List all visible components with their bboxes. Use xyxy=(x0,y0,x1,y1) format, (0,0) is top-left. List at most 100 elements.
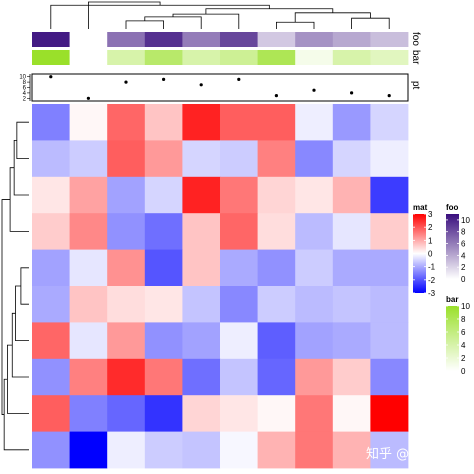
pt-point-1 xyxy=(49,75,53,79)
heatmap-cell-r2-c2 xyxy=(69,140,108,178)
heatmap-cell-r10-c7 xyxy=(257,431,296,469)
bar-cell-7 xyxy=(257,50,296,65)
annotation-pt xyxy=(31,73,409,102)
heatmap-cell-r8-c3 xyxy=(107,358,146,396)
heatmap-cell-r2-c5 xyxy=(182,140,221,178)
column-dendrogram-branch-9 xyxy=(88,1,161,29)
legend-colorbar-mat xyxy=(413,214,426,293)
pt-point-6 xyxy=(237,77,241,81)
heatmap-cell-r10-c3 xyxy=(107,431,146,469)
column-dendrogram-branch-6 xyxy=(294,12,371,23)
heatmap-cell-r5-c9 xyxy=(332,249,371,287)
legend-foo-label-8: 8 xyxy=(461,228,466,237)
row-dendrogram-branch-6 xyxy=(11,312,29,378)
foo-cell-3 xyxy=(107,32,146,47)
legend-title-mat: mat xyxy=(413,203,428,212)
row-dendrogram-branch-9 xyxy=(1,199,11,415)
annotation-label-pt: pt xyxy=(410,81,421,90)
heatmap-cell-r1-c6 xyxy=(220,104,258,141)
legend-mat-label--2: -2 xyxy=(428,276,436,285)
legend-bar-label-4: 4 xyxy=(461,341,466,350)
pt-point-5 xyxy=(199,83,203,87)
bar-cell-2 xyxy=(69,50,108,65)
heatmap-cell-r7-c9 xyxy=(332,322,371,360)
legend-foo: foo 10 8 6 4 2 0 xyxy=(446,203,470,284)
bar-cell-1 xyxy=(32,50,70,65)
heatmap-cell-r8-c8 xyxy=(295,358,334,396)
heatmap-cell-r9-c9 xyxy=(332,395,371,432)
heatmap-cell-r2-c10 xyxy=(370,140,409,178)
heatmap-cell-r6-c4 xyxy=(144,286,183,323)
legend-colorbar-bar xyxy=(446,306,459,371)
heatmap-cell-r7-c4 xyxy=(144,322,183,360)
heatmap-cell-r7-c1 xyxy=(32,322,70,360)
heatmap-cell-r2-c9 xyxy=(332,140,371,178)
annotation-label-bar: bar xyxy=(410,50,421,65)
heatmap-cell-r4-c2 xyxy=(69,213,108,250)
heatmap-cell-r6-c2 xyxy=(69,286,108,323)
heatmap-cell-r5-c1 xyxy=(32,249,70,287)
row-dendrogram-branch-4 xyxy=(20,267,29,305)
legend-bar-label-8: 8 xyxy=(461,315,466,324)
heatmap-cell-r10-c4 xyxy=(144,431,183,469)
heatmap-cell-r10-c2 xyxy=(69,431,108,469)
legend-bar-label-10: 10 xyxy=(461,302,470,311)
heatmap-cell-r8-c6 xyxy=(220,358,258,396)
legend-title-foo: foo xyxy=(446,203,459,212)
bar-cell-8 xyxy=(295,50,334,65)
heatmap-cell-r7-c10 xyxy=(370,322,409,360)
heatmap-cell-r10-c5 xyxy=(182,431,221,469)
heatmap-cell-r2-c6 xyxy=(220,140,258,178)
heatmap-cell-r2-c7 xyxy=(257,140,296,178)
heatmap-cell-r4-c3 xyxy=(107,213,146,250)
legend-bar-label-6: 6 xyxy=(461,328,466,337)
annotation-label-foo: foo xyxy=(410,32,421,46)
legend-mat-label--1: -1 xyxy=(428,263,436,272)
watermark-text: 知乎 @李小月 xyxy=(366,446,448,462)
foo-cell-1 xyxy=(32,32,70,47)
heatmap-cell-r8-c9 xyxy=(332,358,371,396)
heatmap-cell-r5-c2 xyxy=(69,249,108,287)
pt-point-2 xyxy=(86,96,90,100)
heatmap-cell-r1-c3 xyxy=(107,104,146,141)
heatmap-cell-r5-c7 xyxy=(257,249,296,287)
row-dendrogram-branch-8 xyxy=(3,378,29,451)
heatmap-cell-r2-c3 xyxy=(107,140,146,178)
heatmap-cell-r6-c5 xyxy=(182,286,221,323)
heatmap-cell-r9-c7 xyxy=(257,395,296,432)
heatmap-cell-r9-c3 xyxy=(107,395,146,432)
heatmap-cell-r4-c4 xyxy=(144,213,183,250)
bar-cell-3 xyxy=(107,50,146,65)
legend-mat: mat 3 2 1 0 -1 -2 -3 xyxy=(413,203,436,298)
bar-cell-9 xyxy=(332,50,371,65)
legend-colorbar-foo xyxy=(446,214,459,279)
heatmap-cell-r7-c3 xyxy=(107,322,146,360)
heatmap-cell-r5-c5 xyxy=(182,249,221,287)
heatmap-cell-r4-c6 xyxy=(220,213,258,250)
row-dendrogram-branch-2 xyxy=(13,140,29,196)
legend-mat-label-2: 2 xyxy=(428,223,433,232)
heatmap-cell-r5-c8 xyxy=(295,249,334,287)
heatmap-cell-r8-c1 xyxy=(32,358,70,396)
legend-bar-label-2: 2 xyxy=(461,354,466,363)
pt-point-9 xyxy=(350,91,354,95)
heatmap-cell-r10-c9 xyxy=(332,431,371,469)
legend-foo-label-4: 4 xyxy=(461,251,466,260)
legend-foo-label-10: 10 xyxy=(461,216,470,225)
foo-cell-9 xyxy=(332,32,371,47)
pt-point-3 xyxy=(124,80,128,84)
heatmap-cell-r5-c6 xyxy=(220,249,258,287)
foo-cell-10 xyxy=(370,32,409,47)
heatmap-cell-r10-c10 xyxy=(370,431,409,469)
pt-axis-label-4: 4 xyxy=(23,91,27,97)
heatmap-cell-r6-c7 xyxy=(257,286,296,323)
heatmap-cell-r9-c4 xyxy=(144,395,183,432)
heatmap-cell-r3-c7 xyxy=(257,176,296,214)
column-dendrogram-branch-2 xyxy=(144,16,202,29)
legend-bar-label-0: 0 xyxy=(461,367,466,376)
legend-foo-label-0: 0 xyxy=(461,275,466,284)
pt-point-4 xyxy=(162,77,166,81)
heatmap-cell-r6-c3 xyxy=(107,286,146,323)
heatmap-cell-r3-c4 xyxy=(144,176,183,214)
heatmap-body xyxy=(32,104,409,469)
